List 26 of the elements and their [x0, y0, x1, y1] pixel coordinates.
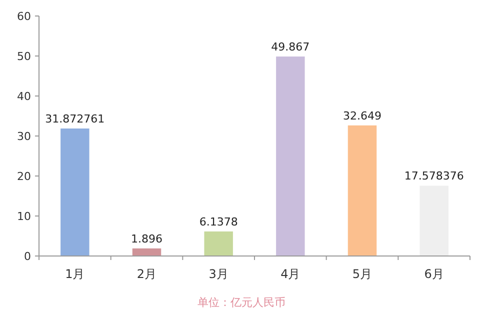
x-tick-label: 5月: [352, 267, 372, 281]
bar: [276, 56, 305, 256]
x-tick-label: 4月: [280, 267, 300, 281]
x-tick-label: 1月: [65, 267, 85, 281]
bar: [420, 186, 448, 256]
data-label: 49.867: [271, 40, 310, 54]
bar: [60, 128, 90, 256]
data-label: 31.872761: [45, 112, 105, 126]
x-tick-label: 3月: [208, 267, 228, 281]
bar: [348, 125, 377, 256]
y-tick-label: 20: [17, 170, 31, 183]
y-tick-label: 0: [24, 250, 31, 263]
y-tick-label: 30: [17, 130, 31, 143]
data-label: 6.1378: [199, 215, 238, 228]
y-tick-label: 50: [17, 50, 31, 63]
x-tick-label: 2月: [136, 267, 157, 281]
bar: [204, 231, 233, 256]
x-tick-label: 6月: [424, 267, 444, 281]
data-label: 32.649: [343, 109, 382, 122]
y-tick-label: 60: [17, 10, 31, 23]
bar: [132, 248, 162, 256]
text: 单位：亿元人民币: [198, 296, 286, 309]
data-label: 1.896: [131, 232, 162, 246]
data-label: 17.578376: [404, 170, 464, 183]
y-tick-label: 40: [17, 90, 31, 103]
y-tick-label: 10: [17, 210, 31, 223]
